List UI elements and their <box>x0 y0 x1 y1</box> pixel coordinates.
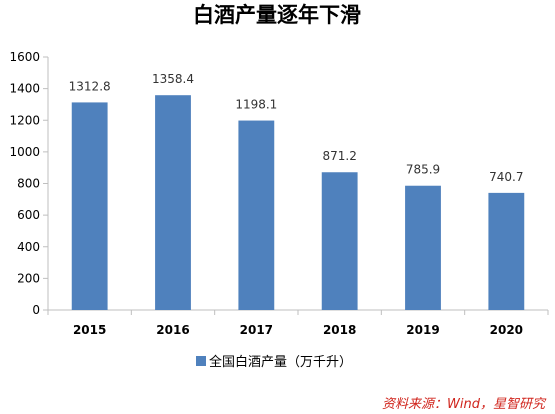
y-tick-label: 600 <box>17 208 40 222</box>
y-tick-label: 1400 <box>9 82 40 96</box>
x-axis: 2015 2016 2017 2018 2019 2020 <box>47 309 549 337</box>
y-tick-label: 800 <box>17 177 40 191</box>
x-tick-label: 2015 <box>73 323 106 337</box>
data-labels: 1312.8 1358.4 1198.1 871.2 785.9 740.7 <box>69 72 524 184</box>
bar <box>238 120 275 310</box>
bar <box>155 95 191 310</box>
x-tick-label: 2019 <box>406 323 439 337</box>
data-label: 1198.1 <box>235 98 277 112</box>
x-tick-label: 2017 <box>240 323 273 337</box>
legend: 全国白酒产量（万千升） <box>196 354 352 370</box>
bar <box>71 102 108 310</box>
bar <box>488 192 525 310</box>
y-tick-label: 1000 <box>9 145 40 159</box>
y-tick-label: 200 <box>17 271 40 285</box>
y-tick-label: 400 <box>17 240 40 254</box>
legend-label: 全国白酒产量（万千升） <box>209 354 352 370</box>
data-label: 1358.4 <box>152 72 194 86</box>
data-label: 785.9 <box>406 163 440 177</box>
y-tick-label: 0 <box>32 303 40 317</box>
legend-swatch <box>196 356 206 366</box>
x-tick-label: 2020 <box>490 323 523 337</box>
data-label: 1312.8 <box>69 79 111 93</box>
data-label: 740.7 <box>489 170 523 184</box>
y-tick-label: 1200 <box>9 113 40 127</box>
bar-series <box>71 95 525 310</box>
source-note: 资料来源：Wind，星智研究 <box>382 396 547 412</box>
y-tick-label: 1600 <box>9 50 40 64</box>
data-label: 871.2 <box>322 149 356 163</box>
chart-title: 白酒产量逐年下滑 <box>193 3 361 27</box>
x-tick-label: 2018 <box>323 323 356 337</box>
bar <box>405 185 441 310</box>
y-axis: 0 200 400 600 800 1000 1200 1400 1600 <box>9 50 49 317</box>
x-tick-label: 2016 <box>156 323 189 337</box>
bar <box>321 172 358 310</box>
